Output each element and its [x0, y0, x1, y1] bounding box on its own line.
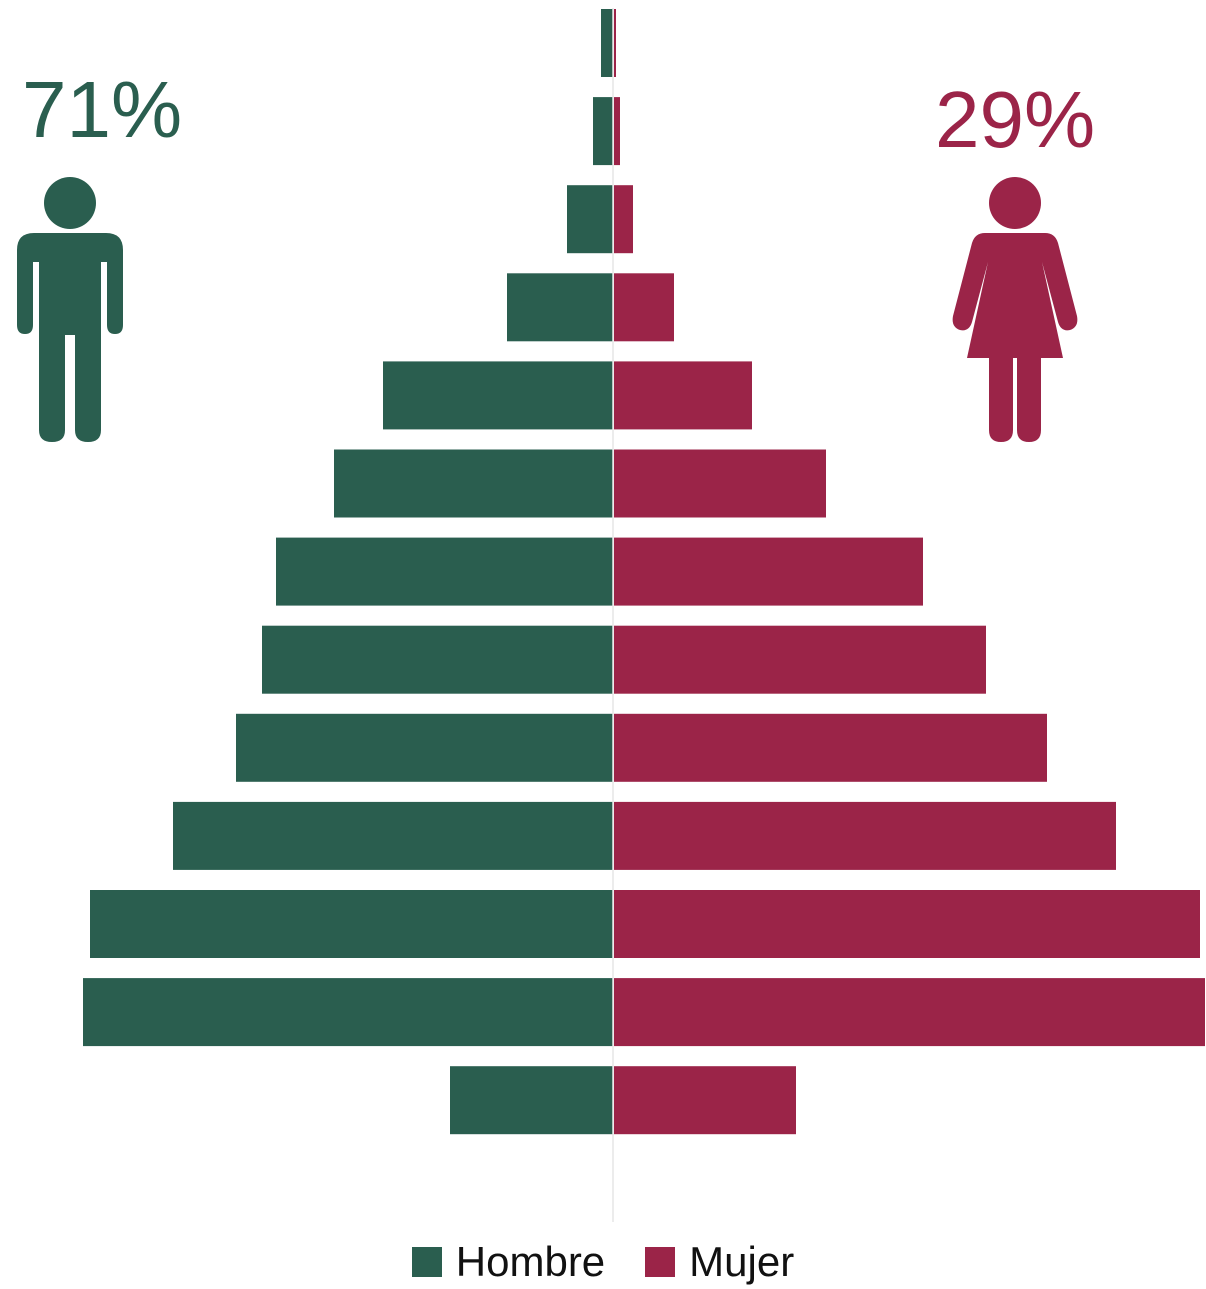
bar-hombre-2 — [593, 97, 613, 166]
legend: Hombre Mujer — [0, 1238, 1206, 1286]
bar-mujer-10 — [614, 801, 1116, 870]
bar-mujer-7 — [614, 537, 923, 606]
bar-mujer-13 — [614, 1066, 796, 1135]
bar-mujer-2 — [614, 97, 620, 166]
bar-hombre-13 — [450, 1066, 613, 1135]
women-percentage: 29% — [935, 75, 1096, 164]
bar-hombre-4 — [507, 273, 613, 342]
legend-swatch-mujer — [645, 1247, 676, 1277]
bar-mujer-8 — [614, 625, 986, 694]
bar-hombre-8 — [262, 625, 613, 694]
bar-hombre-1 — [601, 9, 613, 77]
woman-icon — [952, 177, 1078, 442]
bar-mujer-6 — [614, 449, 826, 518]
bar-mujer-11 — [614, 890, 1200, 958]
bar-mujer-4 — [614, 273, 674, 342]
bar-hombre-10 — [173, 801, 613, 870]
bar-hombre-5 — [383, 361, 613, 430]
legend-label-hombre: Hombre — [455, 1238, 606, 1285]
bar-mujer-5 — [614, 361, 752, 430]
bar-hombre-11 — [90, 890, 613, 958]
bar-mujer-12 — [614, 978, 1205, 1047]
bars-mujer — [614, 9, 1205, 1135]
men-percentage: 71% — [22, 65, 183, 154]
bar-mujer-9 — [614, 713, 1047, 782]
bar-hombre-7 — [276, 537, 613, 606]
legend-item-hombre: Hombre — [411, 1238, 606, 1286]
bar-hombre-6 — [334, 449, 613, 518]
legend-label-mujer: Mujer — [689, 1238, 795, 1285]
legend-item-mujer: Mujer — [645, 1238, 794, 1286]
bar-mujer-1 — [614, 9, 616, 77]
bar-hombre-9 — [236, 713, 613, 782]
bars-hombre — [83, 9, 613, 1135]
bar-hombre-3 — [567, 185, 613, 254]
bar-hombre-12 — [83, 978, 613, 1047]
legend-swatch-hombre — [411, 1247, 442, 1277]
man-icon — [17, 177, 123, 442]
bar-mujer-3 — [614, 185, 633, 254]
